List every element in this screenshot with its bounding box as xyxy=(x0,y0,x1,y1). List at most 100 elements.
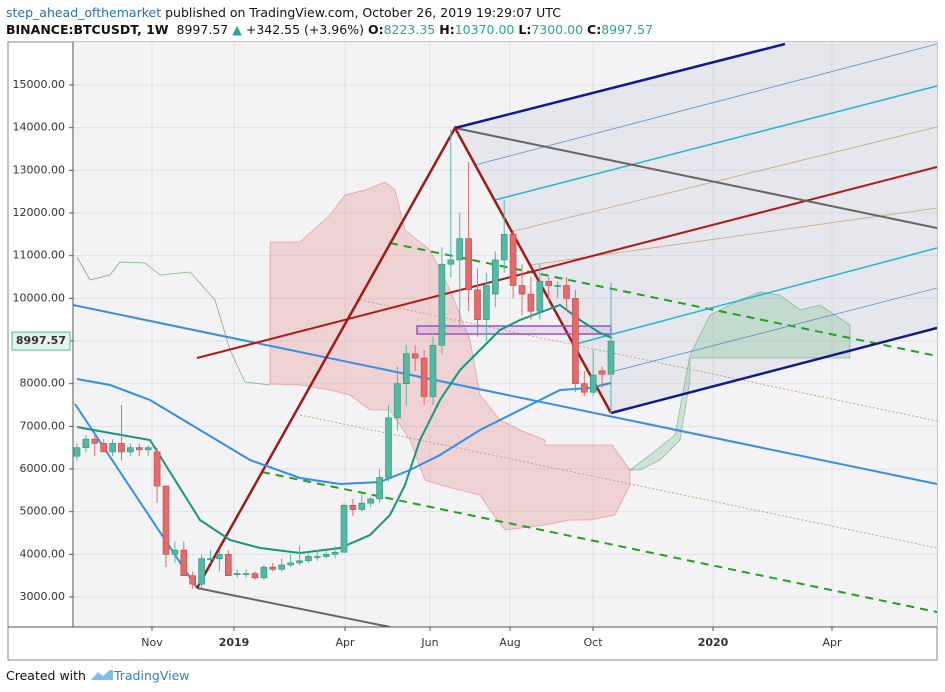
y-tick-label: 12000.00 xyxy=(13,206,66,219)
candle-body xyxy=(144,447,152,451)
candle-body xyxy=(171,549,179,555)
candle-body xyxy=(242,573,250,575)
cloud-bear xyxy=(269,181,631,531)
fork-thin xyxy=(610,287,937,373)
candle-body xyxy=(545,280,553,286)
candle-body xyxy=(153,451,161,487)
candle-body xyxy=(313,556,321,558)
candle-body xyxy=(100,443,107,453)
x-tick-label: Aug xyxy=(499,636,520,649)
candle-body xyxy=(269,566,277,570)
fork-median xyxy=(196,166,937,359)
y-tick-label: 8000.00 xyxy=(20,377,66,390)
c-label: C: xyxy=(587,22,602,37)
x-tick-label: Oct xyxy=(583,636,603,649)
y-tick-label: 10000.00 xyxy=(13,291,66,304)
candle-body xyxy=(429,344,437,397)
y-tick-label: 13000.00 xyxy=(13,163,66,176)
x-tick-label: Apr xyxy=(335,636,355,649)
y-tick-label: 4000.00 xyxy=(20,547,66,560)
candle-body xyxy=(394,383,401,419)
h: 10370.00 xyxy=(454,22,515,37)
gray-line xyxy=(454,127,937,229)
candle-body xyxy=(402,353,410,384)
c: 8997.57 xyxy=(601,22,653,37)
symbol: BINANCE:BTCUSDT, 1W xyxy=(6,22,169,37)
footer: Created with TradingView xyxy=(6,666,189,683)
symbol-line: BINANCE:BTCUSDT, 1W 8997.57 ▲ +342.55 (+… xyxy=(6,21,653,38)
candle-body xyxy=(207,558,214,560)
title-line: step_ahead_ofthemarket published on Trad… xyxy=(6,4,653,21)
fork-cyan xyxy=(494,85,937,201)
candle-body xyxy=(118,443,125,453)
candle-body xyxy=(233,573,241,575)
y-tick-label: 6000.00 xyxy=(20,462,66,475)
dotted-tan xyxy=(299,414,937,549)
y-tick-label: 15000.00 xyxy=(13,78,66,91)
candle-body xyxy=(456,238,464,261)
o: 8223.35 xyxy=(383,22,436,37)
candle-body xyxy=(465,238,472,291)
published: published on TradingView.com, October 26… xyxy=(165,5,561,20)
x-tick-label: Apr xyxy=(822,636,842,649)
fork-upper xyxy=(454,42,786,130)
candle-body xyxy=(331,551,339,555)
cloud-bull xyxy=(628,291,851,471)
candle-body xyxy=(260,566,268,579)
x-tick-label: 2020 xyxy=(698,636,729,649)
candle-body xyxy=(509,234,517,286)
candle-body xyxy=(554,285,561,287)
price-tag xyxy=(11,331,71,351)
candle-body xyxy=(349,504,357,510)
candle-body xyxy=(189,575,196,585)
h-label: H: xyxy=(439,22,455,37)
candle-body xyxy=(474,289,481,320)
candle-body xyxy=(376,477,383,500)
fork-handle xyxy=(195,125,613,589)
candle-body xyxy=(572,298,579,384)
drawings xyxy=(73,42,937,627)
candle-body xyxy=(136,447,143,451)
candle-body xyxy=(340,504,348,553)
candle-body xyxy=(287,562,294,566)
candle-body xyxy=(598,370,606,375)
x-tick-label: 2019 xyxy=(219,636,250,649)
last: 8997.57 xyxy=(176,22,229,37)
up-arrow: ▲ xyxy=(232,22,242,37)
y-tick-label: 14000.00 xyxy=(13,121,66,134)
candle-body xyxy=(358,502,366,510)
candle-body xyxy=(589,374,597,393)
dashed-green xyxy=(261,471,937,613)
header: step_ahead_ofthemarket published on Trad… xyxy=(6,4,653,38)
trend-blue-down xyxy=(74,403,198,589)
change: +342.55 (+3.96%) xyxy=(245,22,364,37)
candle-body xyxy=(420,357,428,397)
candle-body xyxy=(216,554,223,559)
brand[interactable]: TradingView xyxy=(113,668,190,683)
axis-labels: 3000.00 4000.00 5000.00 6000.00 7000.00 8000.… xyxy=(11,78,842,649)
candle-body xyxy=(322,554,330,557)
candle-body xyxy=(162,485,170,555)
author[interactable]: step_ahead_ofthemarket xyxy=(6,5,162,20)
fork-cyan xyxy=(571,247,937,346)
candle-body xyxy=(91,438,99,444)
candles xyxy=(73,128,615,589)
zone-box xyxy=(416,325,612,335)
candle-body xyxy=(180,549,188,576)
candle-body xyxy=(527,293,535,312)
fork-tan xyxy=(509,126,937,233)
candle-body xyxy=(225,554,232,576)
candle-body xyxy=(73,447,81,457)
fork-lower xyxy=(610,326,937,415)
y-tick-label: 5000.00 xyxy=(20,505,66,518)
candle-body xyxy=(367,498,375,504)
candle-body xyxy=(563,285,570,299)
lagging-span xyxy=(76,256,271,386)
candle-body xyxy=(109,443,116,453)
candle-body xyxy=(198,558,205,585)
candle-body xyxy=(500,234,508,261)
candle-body xyxy=(411,353,419,359)
y-tick-label: 7000.00 xyxy=(20,419,66,432)
